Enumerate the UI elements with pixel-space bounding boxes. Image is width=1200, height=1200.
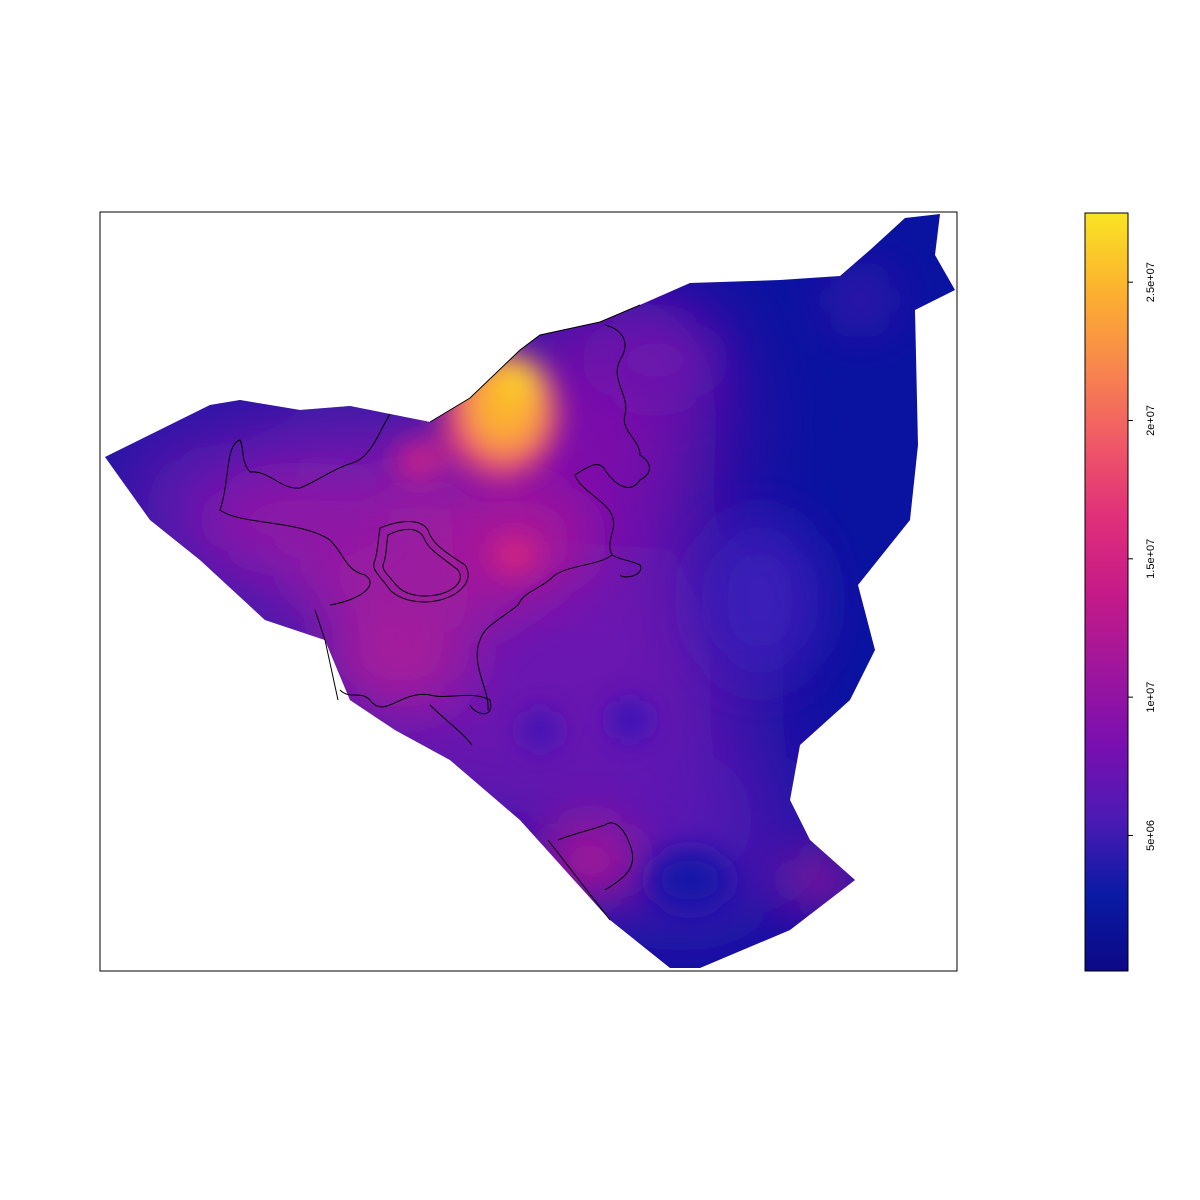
boundary-line-2 <box>339 689 492 715</box>
legend-tick-label: 1e+07 <box>1145 682 1157 713</box>
land-outline-right-coast <box>547 839 611 921</box>
boundary-line-3 <box>429 704 473 746</box>
land-outline-left <box>314 609 339 701</box>
legend: 5e+06 1e+07 1.5e+07 2e+07 2.5e+07 <box>1084 212 1157 972</box>
region-boundaries <box>219 304 650 921</box>
legend-tick-label: 2.5e+07 <box>1145 262 1157 302</box>
boundary-line-5 <box>611 554 642 578</box>
land-outline-upper <box>429 304 641 423</box>
legend-tick-label: 5e+06 <box>1145 820 1157 851</box>
legend-color-bar <box>1084 212 1129 972</box>
boundary-line-4 <box>476 324 650 711</box>
boundary-line-6 <box>557 822 634 891</box>
legend-tick-label: 2e+07 <box>1145 405 1157 436</box>
legend-ticks: 5e+06 1e+07 1.5e+07 2e+07 2.5e+07 <box>1128 262 1157 851</box>
legend-tick-label: 1.5e+07 <box>1145 539 1157 579</box>
enclave-inner <box>382 528 461 597</box>
boundary-line-1 <box>219 413 391 606</box>
enclave-outer <box>373 521 469 603</box>
